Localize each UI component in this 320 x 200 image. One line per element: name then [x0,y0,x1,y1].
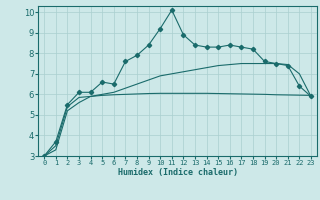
X-axis label: Humidex (Indice chaleur): Humidex (Indice chaleur) [118,168,238,177]
